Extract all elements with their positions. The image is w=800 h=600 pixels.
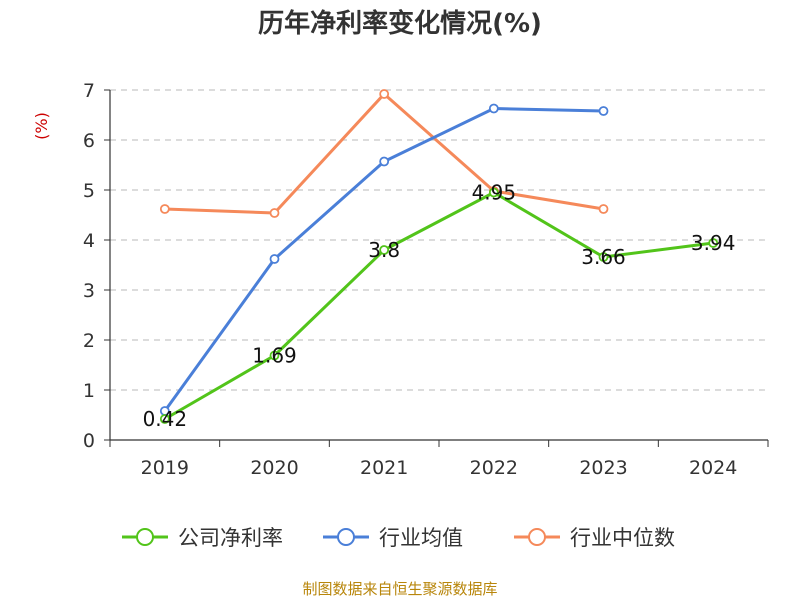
y-tick-label: 4 xyxy=(83,230,95,252)
data-point[interactable] xyxy=(598,204,609,214)
y-tick-labels: 0 1 2 3 4 5 6 7 xyxy=(83,80,95,452)
y-tick-label: 7 xyxy=(83,80,95,102)
y-tick-label: 6 xyxy=(83,130,95,152)
series-1 xyxy=(159,103,609,416)
data-point[interactable] xyxy=(488,103,499,114)
legend-label: 公司净利率 xyxy=(178,526,283,550)
data-point[interactable] xyxy=(598,106,609,116)
data-point[interactable] xyxy=(598,252,609,262)
y-tick-label: 5 xyxy=(83,180,95,202)
data-point[interactable] xyxy=(159,414,170,424)
source-note: 制图数据来自恒生聚源数据库 xyxy=(302,580,497,598)
data-label: 3.94 xyxy=(691,231,736,255)
x-tick-label: 2024 xyxy=(689,457,737,479)
legend-item[interactable]: 行业均值 xyxy=(323,526,463,550)
data-point[interactable] xyxy=(379,89,390,99)
data-label: 0.42 xyxy=(143,407,188,431)
x-tick-label: 2021 xyxy=(360,457,408,479)
series-lines xyxy=(159,89,719,424)
legend[interactable]: 公司净利率 行业均值 行业中位数 xyxy=(122,526,675,550)
data-label: 1.69 xyxy=(252,344,297,368)
axes xyxy=(104,89,769,447)
data-label: 3.8 xyxy=(368,238,400,262)
series-line xyxy=(164,92,604,215)
legend-item[interactable]: 公司净利率 xyxy=(122,526,283,550)
y-tick-label: 3 xyxy=(83,280,95,302)
data-point[interactable] xyxy=(159,204,170,214)
legend-marker xyxy=(136,528,154,546)
x-tick-labels: 2019 2020 2021 2022 2023 2024 xyxy=(141,457,738,479)
data-point[interactable] xyxy=(488,187,499,198)
series-0 xyxy=(159,187,719,424)
x-tick-label: 2022 xyxy=(470,457,518,479)
legend-marker xyxy=(337,528,355,546)
y-tick-label: 1 xyxy=(83,380,95,402)
legend-label: 行业中位数 xyxy=(570,526,675,550)
data-point[interactable] xyxy=(269,254,280,264)
x-tick-label: 2019 xyxy=(141,457,189,479)
chart-title: 历年净利率变化情况(%) xyxy=(258,8,542,39)
y-tick-label: 0 xyxy=(83,430,95,452)
series-line xyxy=(164,191,714,421)
data-labels: 0.42 1.69 3.8 4.95 3.66 3.94 xyxy=(143,181,736,432)
y-tick-label: 2 xyxy=(83,330,95,352)
legend-item[interactable]: 行业中位数 xyxy=(514,526,675,550)
data-label: 4.95 xyxy=(472,181,517,205)
x-tick-label: 2023 xyxy=(579,457,627,479)
data-label: 3.66 xyxy=(581,245,626,269)
legend-label: 行业均值 xyxy=(379,526,463,550)
y-axis-unit: (%) xyxy=(32,112,51,140)
data-point[interactable] xyxy=(708,238,719,248)
data-point[interactable] xyxy=(269,350,280,361)
data-point[interactable] xyxy=(269,208,280,218)
data-point[interactable] xyxy=(379,156,390,167)
data-point[interactable] xyxy=(379,245,390,255)
x-tick-label: 2020 xyxy=(250,457,298,479)
legend-marker xyxy=(528,528,546,546)
